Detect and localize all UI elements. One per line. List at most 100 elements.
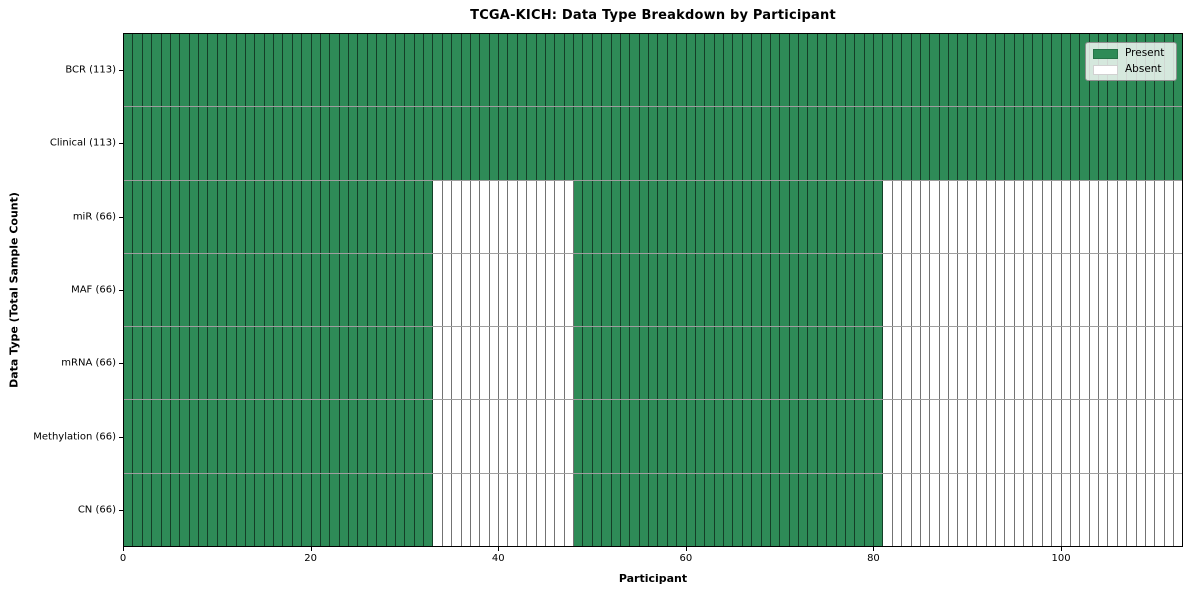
heatmap-cell xyxy=(930,253,940,327)
heatmap-cell xyxy=(574,253,584,327)
heatmap-cell xyxy=(845,180,856,253)
legend-swatch-absent-icon xyxy=(1093,64,1118,75)
heatmap-cell xyxy=(555,107,565,180)
heatmap-cell xyxy=(311,253,321,327)
heatmap-cell xyxy=(349,400,359,473)
heatmap-cell xyxy=(339,327,349,400)
heatmap-cell xyxy=(695,180,706,253)
heatmap-cell xyxy=(958,400,968,473)
heatmap-cell xyxy=(714,327,724,400)
heatmap-cell xyxy=(1136,253,1146,327)
heatmap-cell xyxy=(470,34,481,107)
heatmap-cell xyxy=(705,473,715,546)
heatmap-cell xyxy=(1070,473,1081,546)
heatmap-cell xyxy=(170,400,181,473)
heatmap-cell xyxy=(836,107,846,180)
heatmap-cell xyxy=(461,473,471,546)
heatmap-cell xyxy=(1117,107,1128,180)
heatmap-cell xyxy=(583,400,593,473)
heatmap-cell xyxy=(358,327,368,400)
heatmap-cell xyxy=(761,400,771,473)
heatmap-cell xyxy=(320,253,331,327)
heatmap-cell xyxy=(836,473,846,546)
heatmap-cell xyxy=(677,327,687,400)
heatmap-cell xyxy=(1174,253,1183,327)
heatmap-cell xyxy=(958,34,968,107)
heatmap-cell xyxy=(1070,34,1081,107)
heatmap-cell xyxy=(1052,180,1062,253)
heatmap-cell xyxy=(283,400,293,473)
heatmap-cell xyxy=(789,473,799,546)
heatmap-cell xyxy=(199,34,209,107)
heatmap-cell xyxy=(142,473,153,546)
heatmap-cell xyxy=(986,473,996,546)
heatmap-cell xyxy=(386,473,396,546)
heatmap-cell xyxy=(555,253,565,327)
heatmap-cell xyxy=(274,327,284,400)
heatmap-cell xyxy=(142,400,153,473)
legend-label: Absent xyxy=(1125,63,1162,75)
heatmap-cell xyxy=(958,107,968,180)
heatmap-cell xyxy=(780,400,790,473)
heatmap-cell xyxy=(367,327,378,400)
heatmap-cell xyxy=(358,473,368,546)
heatmap-cell xyxy=(949,34,959,107)
heatmap-cell xyxy=(470,107,481,180)
heatmap-cell xyxy=(1089,473,1099,546)
heatmap-cell xyxy=(630,34,640,107)
heatmap-cell xyxy=(920,327,931,400)
heatmap-cell xyxy=(574,327,584,400)
heatmap-cell xyxy=(311,180,321,253)
heatmap-cell xyxy=(124,253,134,327)
heatmap-cell xyxy=(658,327,668,400)
heatmap-cell xyxy=(1080,473,1090,546)
heatmap-cell xyxy=(1164,473,1174,546)
heatmap-cell xyxy=(124,107,134,180)
heatmap-cell xyxy=(705,34,715,107)
heatmap-cell xyxy=(180,253,190,327)
heatmap-cell xyxy=(611,107,621,180)
heatmap-cell xyxy=(1089,107,1099,180)
heatmap-cell xyxy=(405,107,415,180)
heatmap-cell xyxy=(574,473,584,546)
heatmap-cell xyxy=(189,400,199,473)
heatmap-cell xyxy=(724,473,734,546)
heatmap-cell xyxy=(564,107,574,180)
heatmap-cell xyxy=(1033,34,1043,107)
heatmap-cell xyxy=(1136,180,1146,253)
heatmap-cell xyxy=(1052,327,1062,400)
heatmap-cell xyxy=(452,253,462,327)
heatmap-cell xyxy=(236,180,246,253)
heatmap-cell xyxy=(255,253,265,327)
heatmap-cell xyxy=(245,473,256,546)
heatmap-cell xyxy=(995,34,1006,107)
heatmap-cell xyxy=(780,253,790,327)
heatmap-cell xyxy=(264,107,274,180)
heatmap-cell xyxy=(508,180,518,253)
heatmap-cell xyxy=(170,327,181,400)
heatmap-cell xyxy=(1108,327,1118,400)
heatmap-cell xyxy=(817,34,828,107)
heatmap-cell xyxy=(977,180,987,253)
heatmap-cell xyxy=(424,327,434,400)
heatmap-cell xyxy=(367,107,378,180)
heatmap-cell xyxy=(236,253,246,327)
heatmap-cell xyxy=(349,473,359,546)
heatmap-cell xyxy=(967,327,978,400)
x-tick-label-0: 0 xyxy=(119,553,127,564)
heatmap-cell xyxy=(133,180,143,253)
heatmap-cell xyxy=(855,180,865,253)
heatmap-cell xyxy=(452,180,462,253)
heatmap-cell xyxy=(302,180,312,253)
heatmap-cell xyxy=(367,473,378,546)
heatmap-cell xyxy=(714,400,724,473)
heatmap-cell xyxy=(583,253,593,327)
heatmap-cell xyxy=(358,253,368,327)
heatmap-cell xyxy=(808,400,818,473)
heatmap-cell xyxy=(611,400,621,473)
heatmap-cell xyxy=(686,253,696,327)
heatmap-cell xyxy=(892,253,903,327)
heatmap-cell xyxy=(424,34,434,107)
heatmap-cell xyxy=(639,180,649,253)
heatmap-cell xyxy=(1155,327,1165,400)
